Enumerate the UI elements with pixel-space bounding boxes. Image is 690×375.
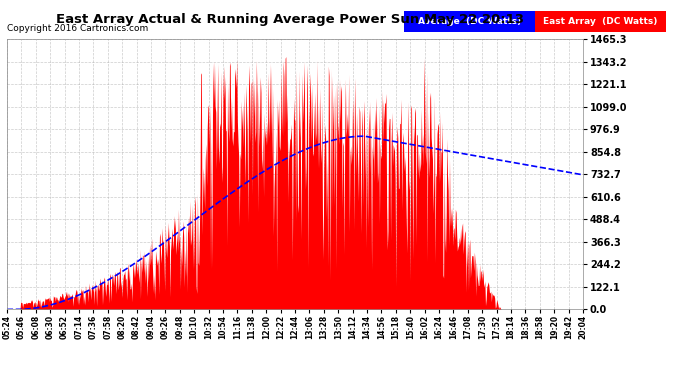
Text: Copyright 2016 Cartronics.com: Copyright 2016 Cartronics.com — [7, 24, 148, 33]
Text: East Array Actual & Running Average Power Sun May 22 20:13: East Array Actual & Running Average Powe… — [56, 13, 524, 26]
Text: Average  (DC Watts): Average (DC Watts) — [417, 17, 521, 26]
Text: East Array  (DC Watts): East Array (DC Watts) — [543, 17, 658, 26]
